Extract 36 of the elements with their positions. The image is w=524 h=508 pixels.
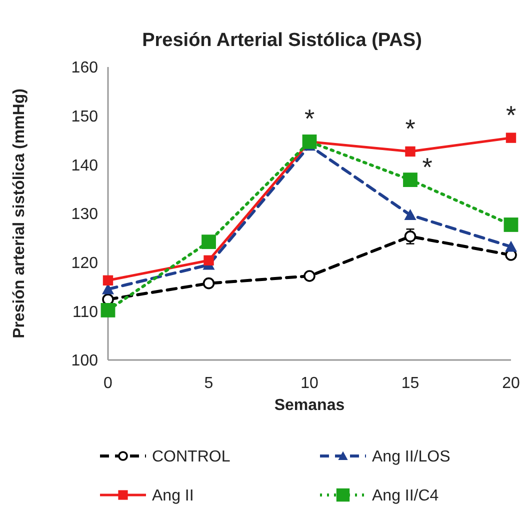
y-tick-label: 100	[71, 352, 98, 370]
chart-title: Presión Arterial Sistólica (PAS)	[142, 30, 422, 51]
y-tick-label: 160	[71, 60, 98, 77]
point	[202, 277, 215, 290]
annotation: *	[405, 113, 416, 144]
legend-label: CONTROL	[152, 448, 230, 466]
legend-label: Ang II/LOS	[372, 448, 450, 466]
point	[403, 172, 418, 188]
x-tick-label: 0	[104, 375, 113, 392]
point	[404, 230, 416, 242]
annotation: *	[506, 100, 516, 130]
y-axis-title: Presión arterial sistólica (mmHg)	[11, 88, 28, 338]
point	[202, 234, 216, 250]
x-tick-label: 15	[401, 375, 420, 392]
legend-label: Ang II/C4	[372, 488, 439, 505]
point	[102, 275, 114, 286]
x-tick-label: 20	[502, 375, 520, 392]
point	[100, 302, 116, 318]
point	[505, 240, 517, 252]
y-tick-label: 130	[71, 206, 98, 224]
point	[504, 218, 518, 232]
annotation: *	[304, 104, 315, 134]
x-axis-title: Semanas	[274, 397, 345, 414]
y-tick-label: 150	[71, 108, 98, 126]
point	[506, 132, 516, 143]
point	[304, 270, 316, 282]
legend-label: Ang II	[152, 488, 194, 505]
annotation: *	[422, 152, 432, 182]
point	[404, 208, 416, 220]
point	[204, 255, 214, 266]
y-tick-label: 110	[72, 304, 98, 321]
y-tick-label: 140	[71, 157, 98, 174]
y-tick-label: 120	[71, 254, 98, 272]
point	[405, 146, 416, 157]
x-tick-label: 10	[300, 375, 318, 392]
x-tick-label: 5	[204, 375, 214, 392]
